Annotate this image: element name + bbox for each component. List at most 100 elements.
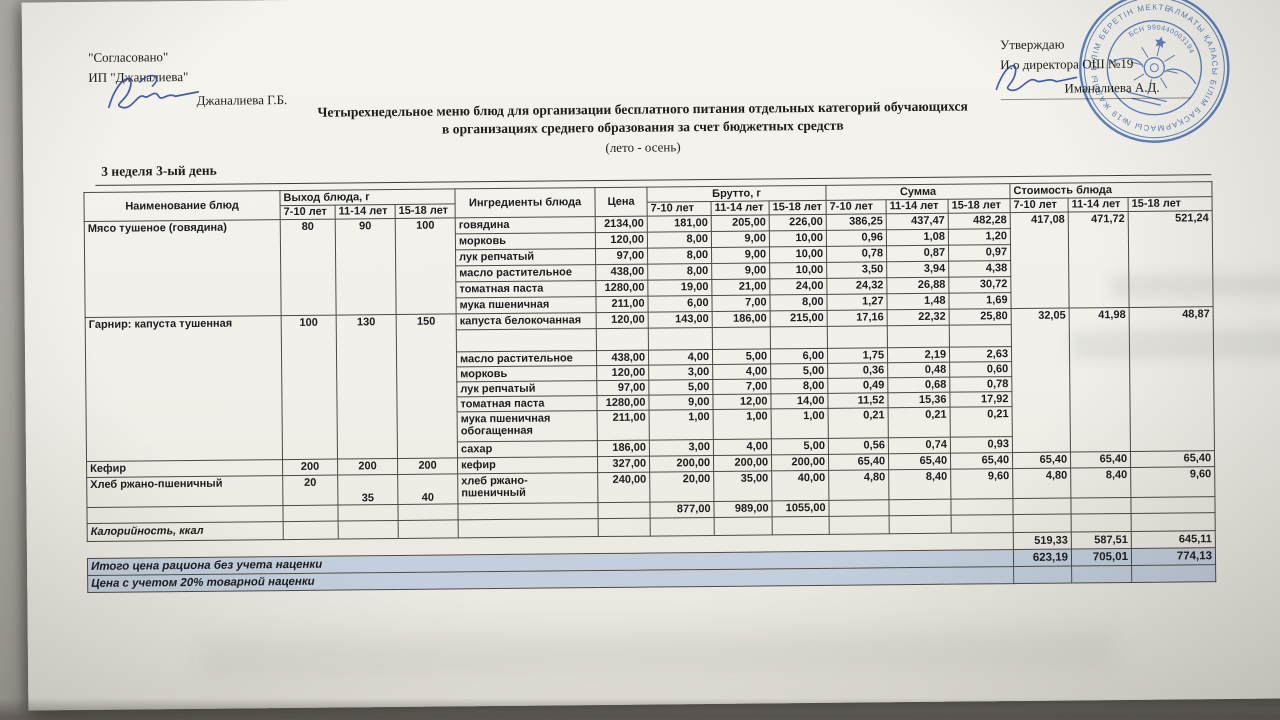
table-cell: 200,00 <box>771 454 829 471</box>
approval-block-left: "Согласовано" ИП "Джаналиева" Джаналиева… <box>88 46 287 112</box>
table-cell <box>1013 566 1072 584</box>
column-header: 15-18 лет <box>395 203 456 219</box>
table-cell: 10,00 <box>769 246 827 263</box>
table-cell: 9,00 <box>711 246 770 264</box>
table-cell: 211,00 <box>595 296 649 313</box>
table-cell: 623,19 <box>1013 549 1072 567</box>
table-cell <box>951 514 1014 534</box>
table-cell: 17,16 <box>827 309 888 327</box>
table-cell: 1,48 <box>886 293 950 310</box>
table-cell: 48,87 <box>1129 306 1215 452</box>
table-cell: 32,05 <box>1011 308 1071 453</box>
agreed-label: "Согласовано" <box>88 49 169 65</box>
table-cell: 705,01 <box>1071 548 1132 567</box>
table-cell: 0,21 <box>888 407 951 438</box>
table-cell <box>887 325 950 348</box>
table-cell: 0,97 <box>948 244 1011 262</box>
table-cell: 186,00 <box>597 440 650 457</box>
table-cell: 1,75 <box>827 347 888 364</box>
table-cell <box>1070 497 1132 515</box>
table-cell: 240,00 <box>597 472 650 503</box>
column-header: 11-14 лет <box>1068 197 1129 213</box>
table-cell: 8,40 <box>1070 467 1131 499</box>
table-cell: 8,00 <box>647 231 712 249</box>
table-cell: 6,00 <box>770 348 828 364</box>
table-cell: 24,00 <box>769 278 827 295</box>
column-header: 7-10 лет <box>280 205 336 220</box>
table-cell: хлеб ржано- пшеничный <box>457 472 598 504</box>
table-cell: 150 <box>396 313 458 459</box>
table-cell: 8,00 <box>647 263 712 281</box>
table-cell: 215,00 <box>770 310 828 327</box>
table-cell: 120,00 <box>596 312 649 329</box>
week-day-label: 3 неделя 3-ый день <box>101 162 217 179</box>
table-cell: 10,00 <box>769 230 827 247</box>
table-cell: 100 <box>281 315 338 460</box>
table-cell: 25,80 <box>949 308 1012 326</box>
table-cell: 0,49 <box>827 377 888 394</box>
table-cell: 1,08 <box>886 229 949 246</box>
signature-left-icon <box>107 75 200 109</box>
table-cell: 40,00 <box>771 470 829 501</box>
table-cell: 587,51 <box>1071 531 1132 550</box>
table-cell <box>827 325 888 349</box>
table-cell: 0,78 <box>826 245 887 263</box>
table-cell <box>950 498 1014 516</box>
photo-shadow-band <box>197 628 1119 679</box>
table-cell <box>650 517 715 537</box>
table-cell: 11,52 <box>827 392 889 409</box>
table-cell <box>648 327 713 351</box>
table-cell: 14,00 <box>770 393 829 409</box>
table-cell: 4,38 <box>948 260 1011 278</box>
table-cell: 1,00 <box>771 408 829 439</box>
table-cell: 2,63 <box>949 346 1012 363</box>
table-cell: 0,68 <box>887 377 950 393</box>
table-cell: 1,20 <box>948 228 1011 246</box>
table-cell: томатная паста <box>456 395 598 412</box>
emblem-icon <box>1109 36 1197 106</box>
column-header: 15-18 лет <box>1128 196 1213 212</box>
table-cell: 0,36 <box>827 362 888 379</box>
column-header: Цена <box>594 187 648 217</box>
table-cell: 200 <box>282 459 338 476</box>
table-cell: 12,00 <box>712 393 772 410</box>
approval-block-right: Утверждаю И.о директора ОШ №19 Иманалиев… <box>995 33 1191 101</box>
document-paper: "Согласовано" ИП "Джаналиева" Джаналиева… <box>21 0 1280 711</box>
table-cell: 8,40 <box>888 469 951 500</box>
table-cell: 4,80 <box>828 469 889 501</box>
table-cell: 5,00 <box>712 348 771 365</box>
table-cell: 0,93 <box>950 436 1013 454</box>
table-cell <box>770 326 828 349</box>
table-cell <box>597 502 651 519</box>
column-header: 11-14 лет <box>335 204 396 220</box>
table-cell: 97,00 <box>595 248 648 265</box>
table-cell: 40 <box>397 473 458 505</box>
table-cell: 17,92 <box>949 391 1013 408</box>
table-cell: 0,87 <box>886 245 949 262</box>
table-cell <box>397 503 459 521</box>
table-cell: 774,13 <box>1131 547 1216 566</box>
table-cell: 1,00 <box>713 408 772 440</box>
table-cell: масло растительное <box>455 264 596 282</box>
table-cell <box>457 502 599 520</box>
table-cell: 5,00 <box>771 438 829 455</box>
table-cell: 3,00 <box>649 439 714 457</box>
table-cell: 5,00 <box>648 379 713 396</box>
table-cell: 143,00 <box>648 311 713 329</box>
table-cell <box>1071 513 1132 533</box>
table-cell: 205,00 <box>711 214 770 232</box>
table-cell <box>86 505 284 524</box>
table-cell: 1280,00 <box>595 280 648 297</box>
table-cell: 0,48 <box>887 362 950 378</box>
table-cell: 9,60 <box>1130 466 1215 498</box>
table-cell <box>829 515 890 535</box>
table-cell <box>337 504 399 522</box>
table-cell: 90 <box>335 218 397 316</box>
table-cell: капуста белокочанная <box>456 312 597 330</box>
table-cell: 471,72 <box>1068 211 1130 309</box>
table-cell: 65,40 <box>950 452 1013 470</box>
table-cell: 8,00 <box>769 294 828 311</box>
table-cell: 100 <box>395 217 457 315</box>
table-cell: 8,00 <box>770 378 828 394</box>
table-cell <box>338 520 399 540</box>
